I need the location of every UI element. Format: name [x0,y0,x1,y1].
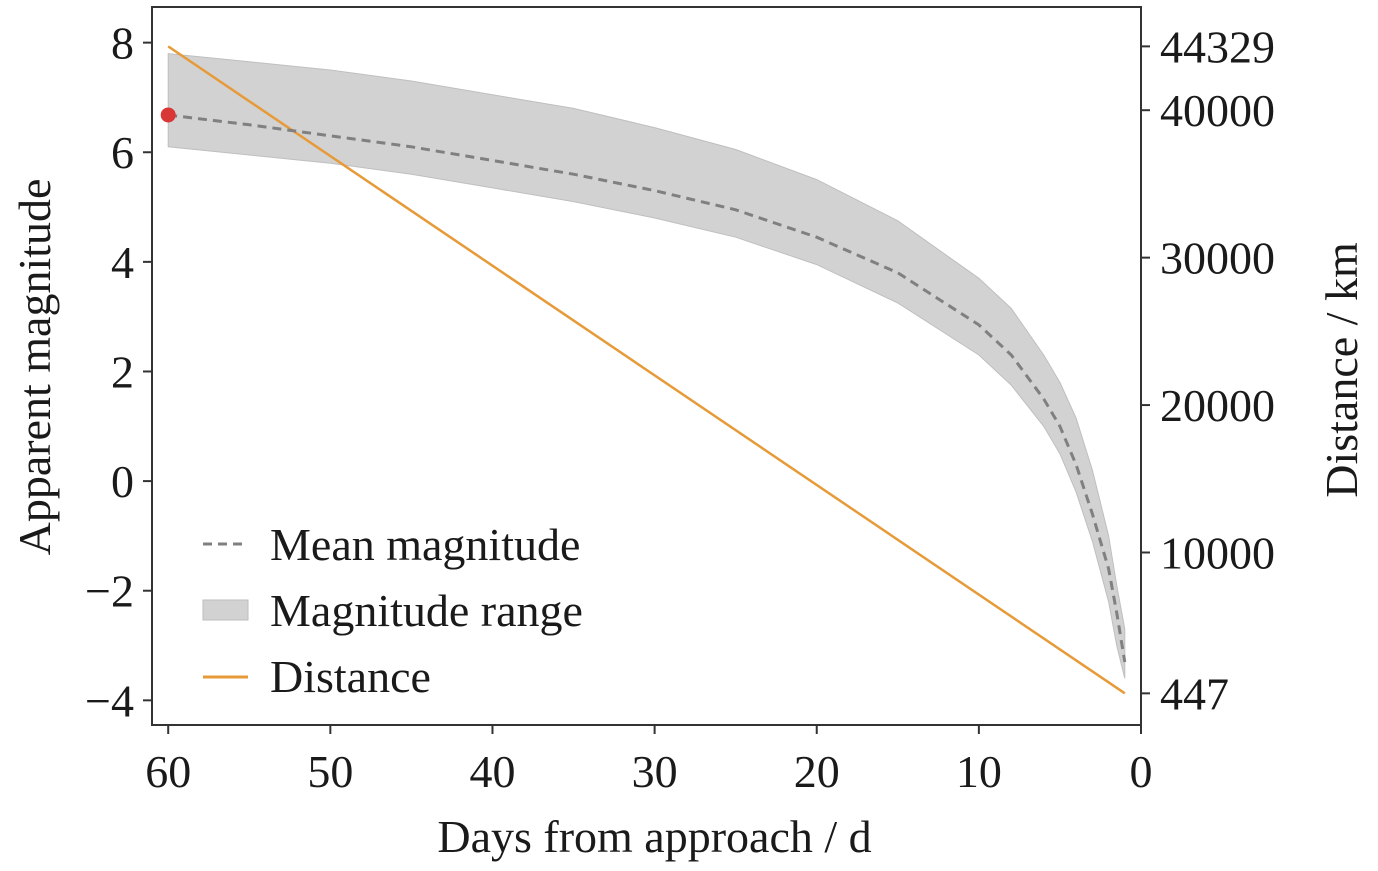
y-tick-label: −4 [85,675,134,726]
axes: 60 50 40 30 20 10 086420−2−4443294000030000200… [85,18,1275,797]
y-axis-label: Apparent magnitude [9,179,60,556]
y-tick-label: −2 [85,566,134,617]
x-tick-label: 10 [956,746,1002,797]
x-tick-label: 60 [145,746,191,797]
y-tick-label: 6 [111,127,134,178]
y-right-tick-label: 447 [1160,668,1229,719]
y-right-tick-label: 30000 [1160,233,1275,284]
legend-range-swatch [202,599,249,621]
legend: Mean magnitude Magnitude range Distance [202,519,583,702]
x-axis-label: Days from approach / d [437,811,871,862]
x-tick-label: 30 [632,746,678,797]
magnitude-range-band [167,53,1126,679]
y-tick-label: 8 [111,18,134,69]
x-tick-label: 40 [469,746,515,797]
mean-magnitude-line [168,113,1127,663]
y-right-tick-label: 44329 [1160,21,1275,72]
plot-area [160,45,1127,695]
plot-frame [151,6,1142,726]
legend-mean-label: Mean magnitude [270,519,580,570]
legend-range-label: Magnitude range [270,585,583,636]
x-tick-label: 0 [1130,746,1153,797]
start-point-marker [160,107,176,123]
x-tick-label: 50 [307,746,353,797]
y-right-tick-label: 40000 [1160,85,1275,136]
y-tick-label: 4 [111,237,134,288]
y-right-axis-label: Distance / km [1316,242,1367,498]
y-tick-label: 0 [111,456,134,507]
legend-distance-label: Distance [270,651,431,702]
distance-line [167,45,1126,695]
y-right-tick-label: 10000 [1160,528,1275,579]
y-right-tick-label: 20000 [1160,380,1275,431]
x-tick-label: 20 [794,746,840,797]
y-tick-label: 2 [111,346,134,397]
